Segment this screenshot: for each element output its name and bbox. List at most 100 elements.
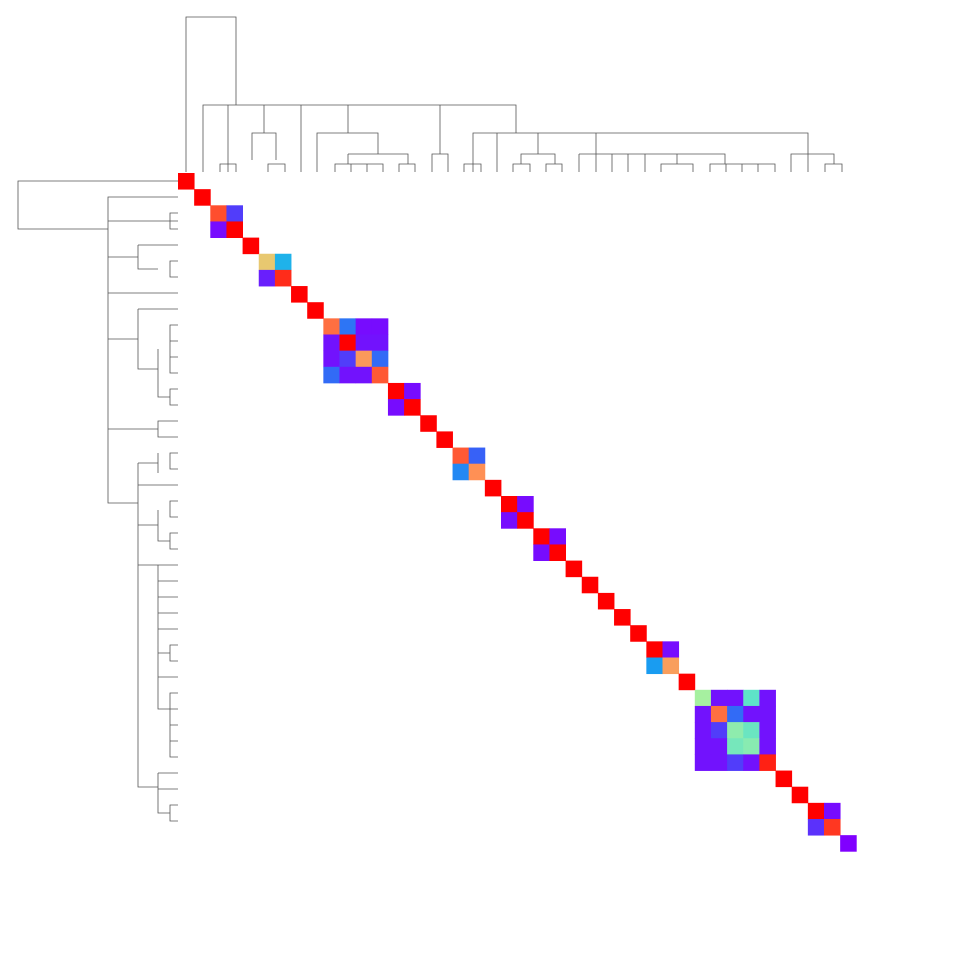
heatmap-cell-18-17 (452, 463, 470, 481)
heatmap-cell-41-41 (840, 835, 857, 852)
heatmap-cell-35-34 (727, 738, 744, 755)
row-dendro-link-a1 (108, 212, 178, 230)
heatmap-cell-39-40 (824, 802, 841, 820)
col-dendro-link-c3 (496, 133, 556, 172)
correlation-heatmap (178, 173, 857, 852)
heatmap-cell-37-37 (775, 770, 793, 788)
col-dendro-link-main (202, 104, 517, 172)
heatmap-cell-13-14 (404, 382, 421, 400)
column-dendrogram (185, 16, 843, 172)
heatmap-cell-9-11 (355, 318, 373, 335)
heatmap-cell-2-3 (226, 205, 243, 222)
heatmap-cell-5-6 (274, 253, 292, 271)
heatmap-cell-34-32 (694, 722, 712, 739)
col-dendro-link-c6 (660, 163, 776, 172)
heatmap-cell-33-34 (727, 705, 744, 723)
col-dendro-link-a2 (251, 132, 277, 160)
heatmap-cell-35-36 (759, 738, 776, 755)
heatmap-cell-33-32 (694, 705, 712, 723)
heatmap-cell-7-7 (291, 286, 308, 303)
heatmap-cell-12-10 (339, 366, 357, 384)
heatmap-cell-32-33 (710, 689, 728, 707)
col-dendro-link-b5 (431, 153, 449, 172)
heatmap-cell-28-28 (630, 625, 647, 642)
heatmap-cell-39-39 (807, 802, 825, 820)
heatmap-cell-0-0 (178, 173, 195, 190)
row-dendro-link-a5 (108, 420, 178, 438)
heatmap-cell-23-22 (533, 544, 550, 561)
heatmap-cell-6-6 (274, 269, 292, 287)
heatmap-cell-9-12 (371, 318, 389, 335)
row-dendro-link-a4 (157, 324, 178, 406)
heatmap-cell-1-1 (194, 189, 211, 206)
heatmap-cell-9-9 (323, 318, 340, 335)
heatmap-cell-33-33 (710, 705, 728, 723)
heatmap-cell-40-40 (824, 819, 841, 836)
heatmap-cell-10-12 (371, 334, 389, 352)
row-dendro-link-a2 (108, 244, 178, 278)
heatmap-cell-24-24 (565, 560, 583, 578)
heatmap-cell-9-10 (339, 318, 357, 335)
row-dendro-link-root (17, 180, 178, 230)
col-dendro-link-a6 (316, 132, 379, 172)
heatmap-cell-25-25 (581, 576, 599, 594)
heatmap-cell-11-10 (339, 350, 357, 368)
heatmap-cell-32-34 (727, 689, 744, 707)
heatmap-cell-36-32 (694, 754, 712, 771)
col-dendro-link-b4 (348, 153, 416, 172)
heatmap-cell-34-35 (743, 722, 760, 739)
heatmap-cell-19-19 (484, 479, 502, 497)
heatmap-cell-29-30 (662, 641, 680, 658)
heatmap-cell-34-33 (710, 722, 728, 739)
heatmap-cell-27-27 (614, 609, 631, 626)
heatmap-cell-21-20 (501, 512, 518, 529)
row-dendro-link-a3 (108, 292, 178, 370)
heatmap-cell-35-35 (743, 738, 760, 755)
row-dendro-link-b1 (137, 452, 178, 788)
heatmap-cell-15-15 (420, 415, 437, 432)
heatmap-cell-10-10 (339, 334, 357, 352)
heatmap-cell-32-36 (759, 689, 776, 707)
col-dendro-link-c2 (463, 163, 482, 172)
heatmap-cell-2-2 (210, 205, 227, 222)
heatmap-cell-18-18 (468, 463, 486, 481)
heatmap-cell-36-35 (743, 754, 760, 771)
heatmap-cell-3-3 (226, 221, 243, 238)
heatmap-cell-34-36 (759, 722, 776, 739)
heatmap-cell-35-33 (710, 738, 728, 755)
heatmap-cell-16-16 (436, 431, 453, 448)
row-dendro-link-b2 (138, 500, 178, 550)
col-dendro-link-b2 (267, 163, 286, 172)
heatmap-cell-21-21 (517, 512, 534, 529)
heatmap-cell-33-35 (743, 705, 760, 723)
heatmap-cell-32-32 (694, 689, 712, 707)
heatmap-cell-17-17 (452, 447, 470, 465)
row-dendro-link-b4 (169, 692, 178, 758)
heatmap-cell-29-29 (646, 641, 663, 658)
heatmap-cell-40-39 (807, 819, 825, 836)
heatmap-cell-22-22 (533, 528, 550, 545)
heatmap-cell-12-11 (355, 366, 373, 384)
heatmap-cell-11-12 (371, 350, 389, 368)
heatmap-cell-4-4 (242, 237, 260, 255)
heatmap-cell-12-9 (323, 366, 340, 384)
heatmap-cell-23-23 (549, 544, 566, 561)
heatmap-cell-11-11 (355, 350, 373, 368)
heatmap-cell-35-32 (694, 738, 712, 755)
heatmap-cell-20-21 (517, 496, 534, 513)
col-dendro-link-root (185, 16, 237, 172)
col-dendro-link-c1 (472, 132, 809, 172)
heatmap-cell-10-9 (323, 334, 340, 352)
heatmap-cell-3-2 (210, 221, 227, 238)
heatmap-cell-13-13 (387, 382, 405, 400)
col-dendro-link-c4 (512, 163, 563, 172)
heatmap-cell-33-36 (759, 705, 776, 723)
row-dendro-link-b5 (157, 772, 178, 822)
heatmap-cell-30-30 (662, 657, 680, 675)
row-dendrogram (17, 180, 178, 822)
heatmap-cell-8-8 (307, 302, 324, 319)
col-dendro-link-c7 (790, 153, 843, 172)
heatmap-cell-12-12 (371, 366, 389, 384)
